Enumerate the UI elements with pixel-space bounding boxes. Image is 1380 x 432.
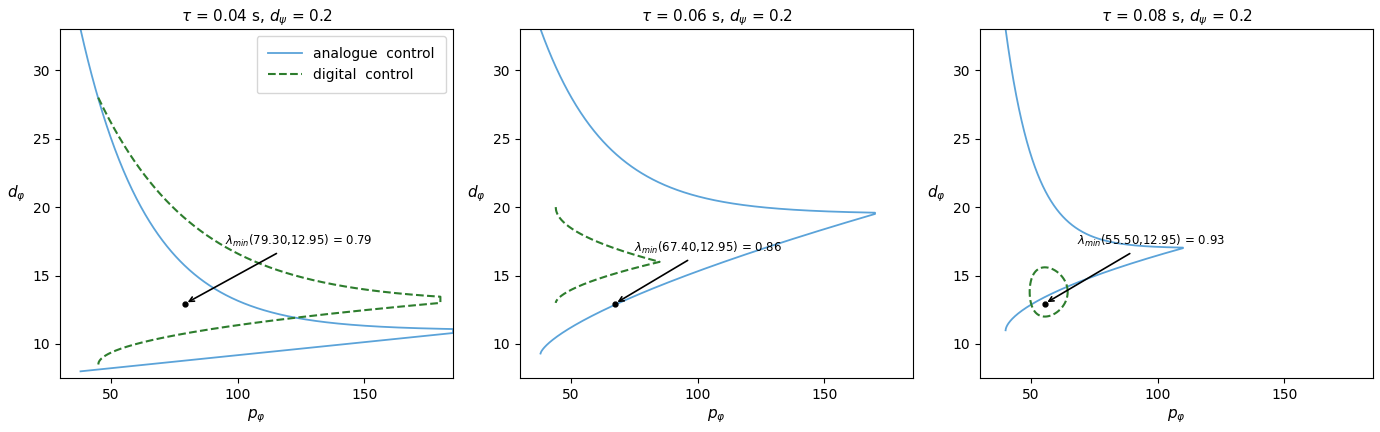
digital  control bbox=[425, 301, 442, 306]
Y-axis label: $d_\varphi$: $d_\varphi$ bbox=[7, 183, 25, 203]
analogue  control bbox=[1057, 216, 1074, 222]
digital  control bbox=[1028, 311, 1045, 316]
digital  control bbox=[1036, 265, 1053, 270]
digital  control bbox=[1060, 289, 1076, 295]
analogue  control bbox=[1116, 242, 1133, 247]
analogue  control bbox=[323, 320, 339, 325]
digital  control bbox=[617, 249, 633, 254]
digital  control bbox=[642, 261, 658, 267]
analogue  control bbox=[411, 334, 428, 339]
Title: $\tau$ = 0.04 s, $d_\psi$ = 0.2: $\tau$ = 0.04 s, $d_\psi$ = 0.2 bbox=[181, 7, 333, 28]
analogue  control bbox=[836, 220, 853, 226]
X-axis label: $p_\varphi$: $p_\varphi$ bbox=[1167, 407, 1185, 425]
X-axis label: $p_\varphi$: $p_\varphi$ bbox=[708, 407, 726, 425]
digital  control bbox=[582, 236, 599, 241]
analogue  control bbox=[1151, 245, 1167, 250]
digital  control bbox=[90, 95, 106, 100]
digital  control bbox=[1024, 303, 1041, 308]
digital  control bbox=[548, 300, 564, 305]
analogue  control bbox=[72, 369, 88, 374]
Y-axis label: $d_\varphi$: $d_\varphi$ bbox=[927, 183, 945, 203]
X-axis label: $p_\varphi$: $p_\varphi$ bbox=[247, 407, 266, 425]
digital  control bbox=[638, 255, 654, 260]
Line: digital  control: digital control bbox=[98, 98, 440, 365]
digital  control bbox=[548, 204, 564, 210]
analogue  control bbox=[396, 325, 413, 330]
digital  control bbox=[1021, 283, 1038, 288]
analogue  control bbox=[758, 205, 774, 210]
analogue  control bbox=[822, 209, 839, 214]
digital  control bbox=[575, 233, 592, 238]
Line: digital  control: digital control bbox=[556, 207, 660, 303]
analogue  control bbox=[1045, 201, 1061, 206]
analogue  control bbox=[72, 27, 88, 32]
digital  control bbox=[104, 120, 120, 125]
Y-axis label: $d_\varphi$: $d_\varphi$ bbox=[466, 183, 486, 203]
Title: $\tau$ = 0.08 s, $d_\psi$ = 0.2: $\tau$ = 0.08 s, $d_\psi$ = 0.2 bbox=[1101, 7, 1253, 28]
Title: $\tau$ = 0.06 s, $d_\psi$ = 0.2: $\tau$ = 0.06 s, $d_\psi$ = 0.2 bbox=[640, 7, 792, 28]
digital  control bbox=[1060, 289, 1076, 295]
analogue  control bbox=[533, 27, 549, 32]
digital  control bbox=[1038, 314, 1054, 319]
Text: $\lambda_{min}$(67.40,12.95) = 0.86: $\lambda_{min}$(67.40,12.95) = 0.86 bbox=[620, 240, 782, 301]
analogue  control bbox=[850, 216, 867, 222]
analogue  control bbox=[1166, 248, 1183, 253]
analogue  control bbox=[621, 162, 638, 168]
Line: digital  control: digital control bbox=[1029, 267, 1068, 317]
analogue  control bbox=[998, 328, 1014, 333]
analogue  control bbox=[998, 27, 1014, 32]
digital  control bbox=[302, 313, 319, 318]
Line: analogue  control: analogue control bbox=[541, 29, 875, 353]
digital  control bbox=[1046, 267, 1063, 273]
digital  control bbox=[1036, 314, 1053, 319]
Text: $\lambda_{min}$(79.30,12.95) = 0.79: $\lambda_{min}$(79.30,12.95) = 0.79 bbox=[189, 233, 373, 302]
analogue  control bbox=[426, 332, 443, 337]
Legend: analogue  control, digital  control: analogue control, digital control bbox=[257, 36, 446, 93]
analogue  control bbox=[533, 351, 549, 356]
digital  control bbox=[646, 260, 662, 266]
analogue  control bbox=[197, 280, 214, 286]
digital  control bbox=[400, 292, 417, 297]
digital  control bbox=[90, 362, 106, 367]
Line: analogue  control: analogue control bbox=[1006, 29, 1183, 330]
digital  control bbox=[134, 340, 150, 345]
analogue  control bbox=[1158, 250, 1174, 255]
Line: analogue  control: analogue control bbox=[80, 29, 453, 372]
analogue  control bbox=[644, 177, 661, 182]
Text: $\lambda_{min}$(55.50,12.95) = 0.93: $\lambda_{min}$(55.50,12.95) = 0.93 bbox=[1049, 233, 1224, 301]
analogue  control bbox=[171, 258, 188, 263]
digital  control bbox=[213, 241, 229, 247]
digital  control bbox=[1035, 265, 1052, 270]
